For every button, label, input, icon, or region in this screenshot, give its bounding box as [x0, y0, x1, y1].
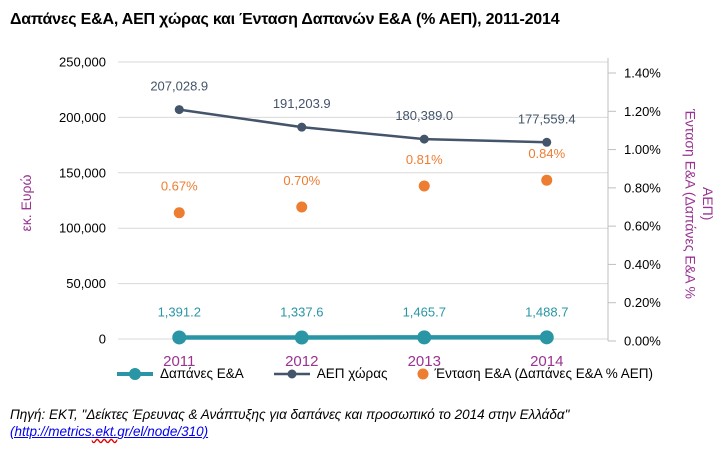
source-link-misspelled-part: .ekt.: [91, 424, 118, 439]
legend-label: Ένταση Ε&Α (Δαπάνες Ε&Α % ΑΕΠ): [434, 366, 653, 381]
legend-label: Δαπάνες Ε&Α: [159, 366, 244, 381]
gdp-data-label: 177,559.4: [518, 111, 576, 126]
right-axis-tick-label: 0.80%: [624, 180, 661, 195]
legend: Δαπάνες Ε&Α ΑΕΠ χώρας Ένταση Ε&Α (Δαπάνε…: [20, 366, 728, 381]
intensity-point: [418, 180, 430, 192]
category-label: 2012: [285, 353, 318, 370]
source-link-line: (http://metrics.ekt.gr/el/node/310): [10, 423, 569, 440]
left-axis-tick-label: 200,000: [59, 110, 106, 125]
intensity-point: [541, 174, 553, 186]
right-axis-title-line1: Ένταση Ε&Α (Δαπάνες Ε&Α %: [682, 109, 699, 299]
right-axis-tick-label: 0.00%: [624, 334, 661, 349]
rd-expenditure-point: [172, 330, 187, 345]
legend-label: ΑΕΠ χώρας: [316, 366, 388, 381]
rd-expenditure-data-label: 1,465.7: [403, 304, 446, 319]
category-label: 2011: [163, 353, 195, 370]
source-link[interactable]: (http://metrics.ekt.gr/el/node/310): [10, 424, 208, 439]
rd-expenditure-point: [294, 330, 309, 345]
intensity-data-label: 0.84%: [528, 146, 565, 161]
right-axis-tick-label: 0.20%: [624, 295, 661, 310]
rd-expenditure-point: [539, 330, 554, 345]
gdp-line: [179, 108, 547, 144]
rd-expenditure-data-label: 1,391.2: [158, 304, 201, 319]
left-axis-tick-label: 250,000: [59, 55, 106, 70]
intensity-data-label: 0.70%: [283, 173, 320, 188]
legend-item-gdp: ΑΕΠ χώρας: [272, 366, 388, 381]
right-axis-tick-label: 0.60%: [624, 219, 661, 234]
chart-title: Δαπάνες Ε&Α, ΑΕΠ χώρας και Ένταση Δαπανώ…: [10, 11, 560, 28]
source-link-part1: (http://metrics: [10, 424, 92, 439]
intensity-point: [296, 201, 308, 213]
intensity-point: [173, 207, 185, 219]
legend-item-rd-expenditure: Δαπάνες Ε&Α: [115, 366, 244, 381]
right-axis-tick-label: 1.40%: [624, 66, 661, 81]
rd-expenditure-point: [417, 330, 432, 345]
right-axis-title: Ένταση Ε&Α (Δαπάνες Ε&Α % ΑΕΠ): [681, 58, 717, 350]
source-link-part3: gr/el/node/310): [117, 424, 209, 439]
gdp-data-label: 191,203.9: [273, 96, 331, 111]
rd-expenditure-data-label: 1,488.7: [525, 304, 568, 319]
left-axis-tick-label: 150,000: [59, 165, 106, 180]
gdp-legend-marker-icon: [273, 369, 310, 378]
legend-item-intensity: Ένταση Ε&Α (Δαπάνες Ε&Α % ΑΕΠ): [416, 366, 653, 381]
intensity-data-label: 0.81%: [406, 152, 443, 167]
rd-expenditure-data-label: 1,337.6: [280, 305, 323, 320]
right-axis-tick-label: 1.20%: [624, 104, 661, 119]
category-label: 2014: [530, 353, 563, 370]
gdp-point: [419, 134, 429, 144]
source-note: Πηγή: ΕΚΤ, "Δείκτες Έρευνας & Ανάπτυξης …: [10, 406, 569, 440]
left-axis-tick-label: 100,000: [59, 221, 106, 236]
category-label: 2013: [408, 353, 441, 370]
source-text: Πηγή: ΕΚΤ, "Δείκτες Έρευνας & Ανάπτυξης …: [10, 407, 570, 422]
right-axis-title-line2: ΑΕΠ): [700, 187, 716, 221]
right-axis-tick-label: 0.40%: [624, 257, 661, 272]
left-axis-tick-label: 50,000: [66, 276, 106, 291]
intensity-data-label: 0.67%: [161, 179, 198, 194]
left-axis-tick-label: 0: [99, 332, 106, 347]
left-axis-title: εκ. Ευρώ: [18, 174, 34, 232]
gdp-point: [542, 137, 552, 147]
gdp-point: [174, 105, 184, 115]
gdp-point: [297, 122, 307, 132]
gdp-data-label: 180,389.0: [395, 108, 453, 123]
right-axis-tick-label: 1.00%: [624, 142, 661, 157]
gdp-data-label: 207,028.9: [150, 79, 208, 94]
rd-expenditure-legend-marker-icon: [116, 367, 153, 380]
intensity-legend-marker-icon: [417, 368, 429, 379]
